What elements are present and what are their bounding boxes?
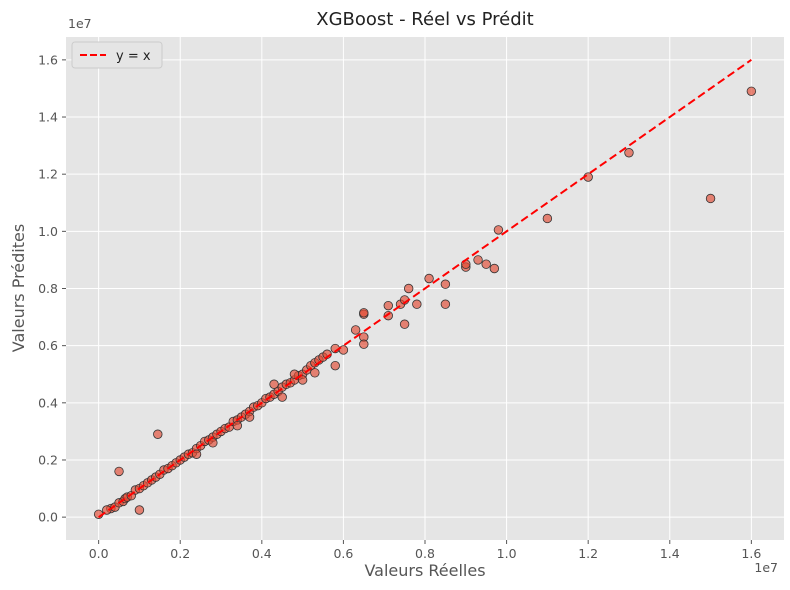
- data-point: [310, 368, 320, 378]
- data-point: [359, 308, 369, 318]
- data-point: [134, 505, 145, 515]
- data-point: [412, 299, 422, 309]
- reference-line-y-equals-x: [98, 59, 752, 518]
- data-point: [489, 263, 500, 274]
- y-tick-label: 0.2: [38, 452, 58, 467]
- x-tick-label: 1.2: [578, 546, 598, 561]
- legend: y = x: [71, 41, 163, 69]
- y-tick-label: 0.8: [38, 281, 58, 296]
- x-tick-label: 1.6: [741, 546, 761, 561]
- data-point: [359, 339, 369, 349]
- x-tick-label: 0.8: [415, 546, 435, 561]
- x-tick-label: 0.0: [89, 546, 109, 561]
- y-tick-label: 1.6: [38, 52, 58, 67]
- x-tick-label: 0.4: [252, 546, 272, 561]
- x-tick-label: 1.0: [497, 546, 517, 561]
- y-tick-label: 0.6: [38, 338, 58, 353]
- data-point: [403, 283, 414, 294]
- data-point: [383, 300, 393, 311]
- data-point: [440, 299, 451, 309]
- data-point: [399, 319, 410, 329]
- data-point: [473, 255, 483, 265]
- data-point: [481, 259, 491, 269]
- data-point: [624, 148, 634, 158]
- y-axis-offset-label: 1e7: [68, 16, 92, 31]
- y-tick-label: 0.4: [38, 395, 58, 410]
- x-tick-label: 0.2: [170, 546, 190, 561]
- data-point: [269, 379, 279, 389]
- data-point: [114, 466, 124, 477]
- data-point: [746, 86, 757, 97]
- legend-box: [71, 41, 163, 69]
- x-tick-label: 0.6: [333, 546, 353, 561]
- data-point: [244, 412, 255, 422]
- data-point: [330, 360, 340, 371]
- data-point: [289, 369, 300, 379]
- data-point: [208, 438, 218, 448]
- y-tick-label: 1.4: [38, 110, 58, 125]
- data-point: [440, 279, 451, 289]
- x-axis-label: Valeurs Réelles: [364, 561, 485, 580]
- data-point: [424, 273, 434, 284]
- x-axis-ticks: 0.0 0.2 0.4 0.6 0.8 1.0 1.2 1.4 1.6: [89, 540, 761, 561]
- data-point: [350, 325, 361, 335]
- chart-title: XGBoost - Réel vs Prédit: [316, 9, 533, 30]
- data-point: [191, 449, 202, 459]
- data-point: [153, 429, 163, 439]
- data-point: [277, 392, 287, 402]
- data-point: [232, 420, 243, 431]
- y-tick-label: 0.0: [38, 510, 58, 525]
- y-axis-ticks: 0.0 0.2 0.4 0.6 0.8 1.0 1.2 1.4 1.6: [38, 52, 66, 525]
- data-point: [297, 375, 308, 385]
- data-point: [705, 193, 716, 204]
- legend-entry-label: y = x: [116, 49, 151, 64]
- x-tick-label: 1.4: [660, 546, 680, 561]
- data-point: [542, 213, 553, 224]
- y-tick-label: 1.2: [38, 167, 58, 182]
- y-axis-label: Valeurs Prédites: [9, 224, 28, 352]
- x-axis-offset-label: 1e7: [754, 560, 778, 575]
- y-tick-label: 1.0: [38, 224, 58, 239]
- data-point: [493, 225, 504, 235]
